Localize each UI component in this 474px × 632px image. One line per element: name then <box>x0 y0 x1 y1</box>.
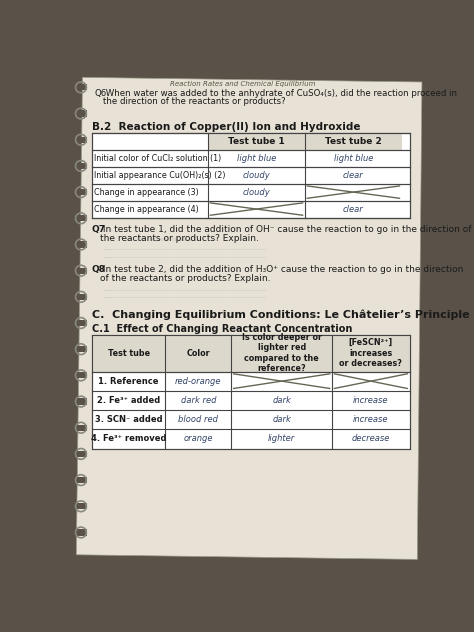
Text: Test tube: Test tube <box>108 348 150 358</box>
Text: B.2  Reaction of Copper(II) Ion and Hydroxide: B.2 Reaction of Copper(II) Ion and Hydro… <box>92 122 360 132</box>
Text: lighter: lighter <box>268 434 295 444</box>
Bar <box>75 451 87 457</box>
Text: the direction of the reactants or products?: the direction of the reactants or produc… <box>103 97 286 106</box>
Bar <box>75 372 87 379</box>
Bar <box>75 267 87 274</box>
Text: 3. SCN⁻ added: 3. SCN⁻ added <box>95 415 163 424</box>
Text: Reaction Rates and Chemical Equilibrium: Reaction Rates and Chemical Equilibrium <box>170 80 316 87</box>
Text: _______________________________________________: ________________________________________… <box>102 252 266 258</box>
Text: cloudy: cloudy <box>243 171 270 179</box>
Text: Q6: Q6 <box>95 89 107 98</box>
Text: dark: dark <box>272 415 291 424</box>
Text: dark red: dark red <box>181 396 216 405</box>
Text: Initial appearance Cu(OH)₂(s) (2): Initial appearance Cu(OH)₂(s) (2) <box>94 171 226 179</box>
Text: clear: clear <box>343 171 364 179</box>
Bar <box>75 503 87 509</box>
Bar <box>92 334 410 372</box>
Text: Q8  In test tube 2...: Q8 In test tube 2... <box>137 237 198 242</box>
Text: light blue: light blue <box>334 154 373 162</box>
Bar <box>75 163 87 169</box>
Text: 1. Reference: 1. Reference <box>99 377 159 386</box>
Text: Change in appearance (4): Change in appearance (4) <box>94 205 199 214</box>
Text: red-orange: red-orange <box>175 377 222 386</box>
Bar <box>75 241 87 248</box>
Text: _______________________________________________: ________________________________________… <box>102 284 266 291</box>
Polygon shape <box>76 77 422 559</box>
Text: _______________________________________________: ________________________________________… <box>102 245 266 250</box>
Text: Test tube 2: Test tube 2 <box>325 137 382 146</box>
Text: In test tube 1, did the addition of OH⁻ cause the reaction to go in the directio: In test tube 1, did the addition of OH⁻ … <box>100 225 471 234</box>
Text: increase: increase <box>353 396 389 405</box>
Text: Color: Color <box>187 348 210 358</box>
Bar <box>305 133 402 150</box>
Text: clear: clear <box>343 205 364 214</box>
Text: the reactants or products? Explain.: the reactants or products? Explain. <box>100 234 258 243</box>
Text: blood red: blood red <box>178 415 219 424</box>
Bar <box>75 320 87 326</box>
Bar <box>92 334 410 449</box>
Bar <box>75 137 87 143</box>
Bar <box>75 216 87 221</box>
Bar <box>208 133 305 150</box>
Bar <box>75 189 87 195</box>
Text: Is color deeper or
lighter red
compared to the
reference?: Is color deeper or lighter red compared … <box>242 333 322 373</box>
Text: In test tube 2, did the addition of H₃O⁺ cause the reaction to go in the directi: In test tube 2, did the addition of H₃O⁺… <box>100 265 463 274</box>
Text: Q8: Q8 <box>92 265 106 274</box>
Text: orange: orange <box>183 434 213 444</box>
Bar <box>75 294 87 300</box>
Text: When water was added to the anhydrate of CuSO₄(s), did the reaction proceed in: When water was added to the anhydrate of… <box>103 89 457 98</box>
Text: 4. Fe³⁺ removed: 4. Fe³⁺ removed <box>91 434 166 444</box>
Text: Change in appearance (3): Change in appearance (3) <box>94 188 199 197</box>
Text: Initial color of CuCl₂ solution (1): Initial color of CuCl₂ solution (1) <box>94 154 221 162</box>
Text: Q7: Q7 <box>92 225 106 234</box>
Text: _______________________________________________: ________________________________________… <box>102 292 266 298</box>
Bar <box>75 477 87 483</box>
Text: increase: increase <box>353 415 389 424</box>
Text: 2. Fe³⁺ added: 2. Fe³⁺ added <box>97 396 160 405</box>
Text: decrease: decrease <box>352 434 390 444</box>
Text: dark: dark <box>272 396 291 405</box>
Text: C.  Changing Equilibrium Conditions: Le Châtelier’s Principle: C. Changing Equilibrium Conditions: Le C… <box>92 310 469 320</box>
Text: light blue: light blue <box>237 154 276 162</box>
Text: Test tube 1: Test tube 1 <box>228 137 285 146</box>
Text: of the reactants or products? Explain.: of the reactants or products? Explain. <box>100 274 270 283</box>
Bar <box>92 133 410 217</box>
Bar <box>75 84 87 90</box>
Bar <box>75 111 87 117</box>
Text: cloudy: cloudy <box>243 188 270 197</box>
Bar <box>75 346 87 352</box>
Bar <box>75 530 87 535</box>
Bar <box>75 398 87 404</box>
Text: [FeSCN²⁺]
increases
or decreases?: [FeSCN²⁺] increases or decreases? <box>339 338 402 368</box>
Bar <box>75 425 87 431</box>
Text: C.1  Effect of Changing Reactant Concentration: C.1 Effect of Changing Reactant Concentr… <box>92 324 352 334</box>
